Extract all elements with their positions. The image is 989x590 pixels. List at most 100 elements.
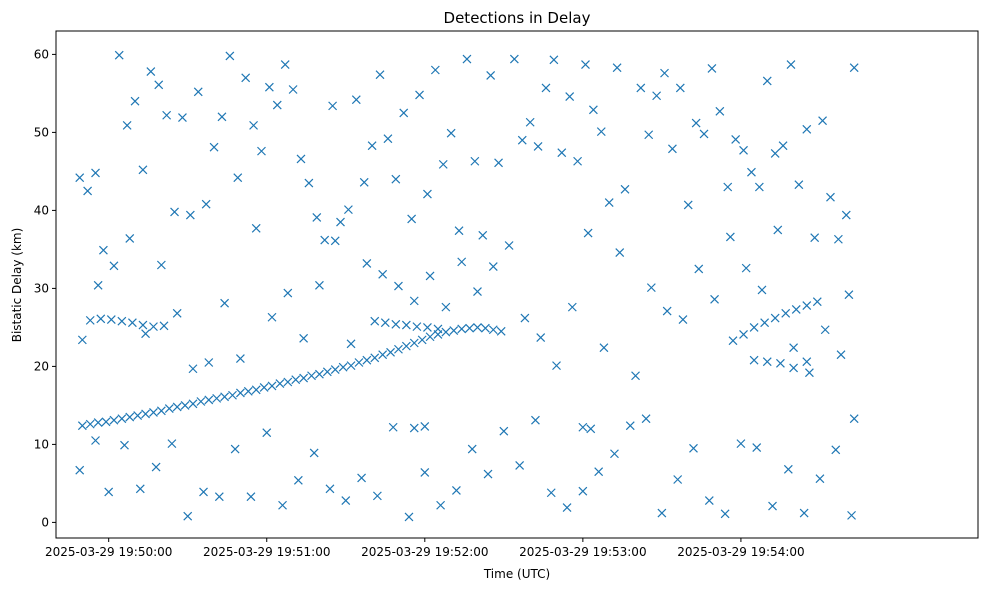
data-point (675, 83, 685, 93)
data-point (170, 207, 179, 217)
data-point (341, 496, 351, 505)
data-point (156, 406, 166, 416)
data-point (83, 186, 93, 196)
data-point (185, 210, 195, 220)
data-point (689, 443, 698, 453)
data-point (423, 189, 432, 199)
data-point (557, 148, 567, 158)
data-point (267, 312, 277, 322)
data-point (93, 280, 103, 290)
data-point (315, 280, 324, 290)
data-point (404, 512, 414, 522)
data-point (678, 315, 688, 325)
data-point (330, 365, 340, 374)
data-point (288, 85, 298, 94)
data-point (307, 371, 316, 381)
data-point (122, 120, 132, 130)
data-point (346, 361, 356, 371)
data-point (757, 285, 767, 295)
y-axis-label: Bistatic Delay (km) (10, 228, 24, 343)
markers-layer (75, 50, 859, 522)
x-tick-label: 2025-03-29 19:53:00 (519, 545, 646, 559)
data-point (370, 316, 380, 326)
data-point (836, 350, 846, 360)
data-point (749, 355, 759, 365)
data-point (380, 318, 390, 328)
data-point (367, 141, 377, 151)
data-point (383, 134, 393, 144)
data-point (199, 487, 208, 497)
data-point (127, 318, 137, 328)
data-point (778, 141, 788, 151)
data-point (138, 320, 148, 330)
data-point (299, 333, 309, 343)
data-point (204, 395, 214, 405)
data-point (204, 358, 214, 367)
data-point (109, 261, 119, 271)
data-point (188, 364, 198, 374)
data-point (588, 105, 598, 115)
data-point (517, 135, 527, 145)
y-tick-label: 50 (34, 125, 49, 139)
data-point (802, 357, 812, 367)
data-point (412, 322, 422, 332)
data-point (520, 313, 530, 323)
data-point (586, 424, 596, 434)
data-point (212, 393, 222, 403)
data-point (781, 308, 791, 318)
data-point (707, 64, 717, 73)
x-axis-label: Time (UTC) (483, 567, 550, 581)
data-point (741, 263, 751, 273)
y-tick-label: 60 (34, 47, 49, 61)
data-point (704, 496, 714, 505)
data-point (815, 474, 825, 484)
data-point (644, 130, 654, 140)
data-point (91, 168, 100, 178)
data-point (214, 492, 224, 502)
data-point (831, 445, 841, 455)
data-point (604, 198, 614, 208)
data-point (449, 326, 459, 335)
data-point (849, 414, 859, 424)
data-point (625, 421, 635, 431)
data-point (330, 236, 340, 246)
data-point (657, 508, 667, 518)
data-point (225, 51, 235, 61)
data-point (235, 388, 245, 398)
data-point (415, 90, 424, 100)
data-point (354, 358, 364, 367)
data-point (631, 371, 640, 381)
data-point (172, 402, 182, 412)
data-point (283, 377, 293, 387)
data-point (578, 486, 588, 496)
data-point (562, 503, 572, 513)
data-point (786, 60, 796, 69)
data-point (257, 146, 266, 156)
data-point (462, 54, 472, 64)
x-tick-label: 2025-03-29 19:51:00 (203, 545, 330, 559)
data-point (441, 302, 451, 312)
data-point (723, 182, 733, 192)
data-point (280, 60, 290, 69)
data-point (138, 165, 148, 175)
data-point (93, 418, 103, 427)
data-point (262, 428, 272, 438)
data-point (91, 436, 100, 445)
data-point (531, 415, 540, 425)
data-point (220, 392, 230, 402)
data-point (264, 82, 274, 92)
data-point (120, 440, 129, 450)
data-point (436, 500, 446, 510)
data-point (715, 106, 725, 116)
data-point (362, 259, 372, 268)
data-point (660, 68, 669, 78)
data-point (420, 422, 430, 431)
data-point (391, 319, 401, 329)
data-point (296, 154, 306, 164)
y-tick-label: 20 (34, 359, 49, 373)
data-point (752, 443, 762, 452)
data-point (322, 367, 332, 377)
data-point (193, 87, 203, 97)
data-point (283, 288, 293, 298)
